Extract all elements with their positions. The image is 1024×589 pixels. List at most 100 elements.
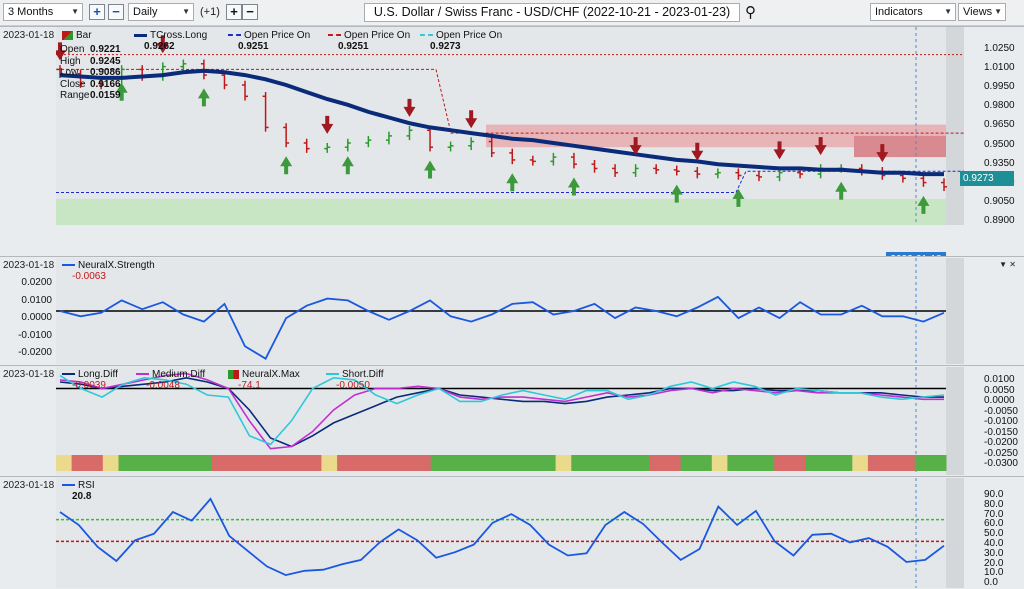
indicators-select[interactable]: Indicators ▼ xyxy=(870,3,956,21)
legend-open3: Open Price On 0.9273 xyxy=(420,30,502,52)
sell-arrow-icon xyxy=(321,115,334,134)
axis-tick-label: 0.9950 xyxy=(984,81,1015,93)
neural-max-cell xyxy=(586,455,603,471)
neural-date: 2023-01-18 xyxy=(3,260,55,271)
period-select[interactable]: 3 Months ▼ xyxy=(3,3,83,21)
axis-tick-label: 0.9500 xyxy=(984,138,1015,150)
axis-tick-label: 0.9050 xyxy=(984,195,1015,207)
views-select[interactable]: Views ▼ xyxy=(958,3,1006,21)
axis-tick-label: 80.0 xyxy=(984,498,1004,510)
neural-max-cell xyxy=(134,455,151,471)
neural-max-cell xyxy=(899,455,916,471)
legend-open2: Open Price On 0.9251 xyxy=(328,30,410,52)
axis-tick-label: 0.0 xyxy=(984,577,998,589)
axis-tick-label: 60.0 xyxy=(984,518,1004,530)
sell-arrow-icon xyxy=(403,98,416,117)
red-zone xyxy=(486,124,964,148)
neural-max-cell xyxy=(196,455,213,471)
neural-max-cell xyxy=(727,455,744,471)
interval-select[interactable]: Daily ▼ xyxy=(128,3,194,21)
price-plot-area[interactable] xyxy=(54,27,964,225)
step-plus-button[interactable]: + xyxy=(226,4,242,20)
neural-max-cell xyxy=(165,455,182,471)
neural-max-cell xyxy=(602,455,619,471)
neural-max-cell xyxy=(649,455,666,471)
scroll-strip xyxy=(946,27,964,225)
diff-panel: 2023-01-18 Long.Diff -0.0039 Medium.Diff… xyxy=(0,365,1024,476)
period-value: 3 Months xyxy=(8,6,54,18)
neural-max-cell xyxy=(758,455,775,471)
panel-controls[interactable]: ▼ ✕ xyxy=(999,260,1016,269)
neural-max-cell xyxy=(540,455,557,471)
neural-max-cell xyxy=(56,455,73,471)
neural-max-cell xyxy=(696,455,713,471)
neural-plot-area[interactable] xyxy=(56,258,964,364)
bar-icon xyxy=(62,30,73,40)
rsi-plot-area[interactable] xyxy=(56,478,964,588)
axis-tick-label: 1.0250 xyxy=(984,43,1015,54)
ohlc-row: Close 0.9166 xyxy=(60,78,121,90)
toolbar: 3 Months ▼ + − Daily ▼ (+1) + − U.S. Dol… xyxy=(0,0,1024,26)
neural-max-cell xyxy=(321,455,338,471)
buy-arrow-icon xyxy=(567,177,580,196)
diff-line-1 xyxy=(59,372,944,450)
axis-tick-label: 90.0 xyxy=(984,489,1004,500)
axis-tick-label: 0.9350 xyxy=(984,157,1015,169)
sell-arrow-icon xyxy=(54,42,66,61)
diff-chart xyxy=(56,367,964,475)
ohlc-row: High 0.9245 xyxy=(60,55,121,67)
scroll-strip xyxy=(946,478,964,588)
neural-max-cell xyxy=(633,455,650,471)
neural-max-cell xyxy=(493,455,510,471)
zoom-out-button[interactable]: − xyxy=(108,4,124,20)
price-panel: 2023-01-18 Bar TCross.Long 0.9262 Open P… xyxy=(0,26,1024,270)
neural-max-cell xyxy=(680,455,697,471)
axis-tick-label: -0.0150 xyxy=(984,426,1018,438)
open2-value: 0.9251 xyxy=(338,41,369,52)
diff-plot-area[interactable] xyxy=(56,367,964,475)
neural-max-cell xyxy=(836,455,853,471)
neural-max-cell xyxy=(477,455,494,471)
rsi-chart xyxy=(56,478,964,588)
axis-tick-label: -0.0050 xyxy=(984,405,1018,417)
buy-arrow-icon xyxy=(670,184,683,203)
neural-max-cell xyxy=(930,455,947,471)
step-minus-button[interactable]: − xyxy=(242,4,258,20)
legend-tcross: TCross.Long 0.9262 xyxy=(134,30,207,52)
neural-max-cell xyxy=(774,455,791,471)
green-zone xyxy=(56,198,964,225)
neural-max-cell xyxy=(618,455,635,471)
scroll-strip xyxy=(946,258,964,364)
buy-arrow-icon xyxy=(197,88,210,107)
neural-max-cell xyxy=(102,455,119,471)
neural-max-cell xyxy=(399,455,416,471)
axis-tick-label: 70.0 xyxy=(984,508,1004,520)
axis-tick-label: -0.0300 xyxy=(984,458,1018,469)
neural-max-cell xyxy=(462,455,479,471)
buy-arrow-icon xyxy=(341,156,354,175)
ohlc-row: Low 0.9086 xyxy=(60,67,121,78)
neural-max-cell xyxy=(118,455,135,471)
sell-arrow-icon xyxy=(629,137,642,156)
rsi-date: 2023-01-18 xyxy=(3,480,55,491)
axis-tick-label: -0.0200 xyxy=(18,347,52,358)
axis-tick-label: -0.0200 xyxy=(984,437,1018,448)
neural-max-cell xyxy=(664,455,681,471)
sell-arrow-icon xyxy=(156,35,169,54)
chevron-down-icon: ▼ xyxy=(944,7,952,16)
buy-arrow-icon xyxy=(506,173,519,192)
zoom-in-button[interactable]: + xyxy=(89,4,105,20)
legend-bar: Bar xyxy=(62,30,92,41)
step-label: (+1) xyxy=(200,6,220,18)
rsi-value: 20.8 xyxy=(72,491,92,502)
price-date: 2023-01-18 xyxy=(3,30,55,41)
rsi-line xyxy=(59,497,945,577)
neural-max-cell xyxy=(805,455,822,471)
neural-max-cell xyxy=(430,455,447,471)
instrument-title[interactable]: U.S. Dollar / Swiss Franc - USD/CHF (202… xyxy=(364,3,740,22)
views-label: Views xyxy=(963,6,993,18)
axis-tick-label: 0.0200 xyxy=(21,277,52,288)
search-icon[interactable]: ⚲ xyxy=(745,4,756,21)
buy-arrow-icon xyxy=(115,82,128,101)
neural-chart xyxy=(56,258,964,364)
